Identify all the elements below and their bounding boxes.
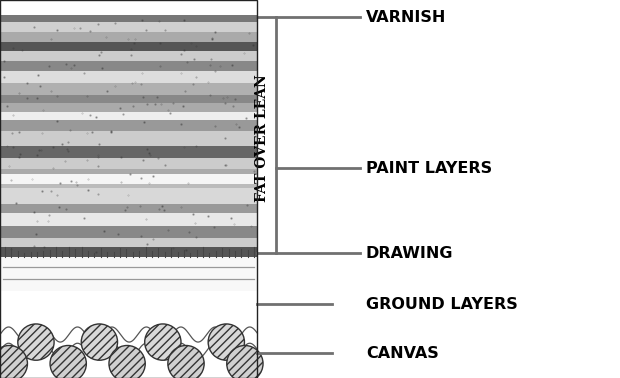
Bar [0,146,257,158]
Bar [0,0,257,378]
Bar [0,51,257,61]
Bar [0,95,257,104]
Bar [0,15,257,257]
Bar [0,15,257,22]
Text: FAT OVER LEAN: FAT OVER LEAN [255,74,269,202]
Ellipse shape [109,345,145,378]
Bar [0,112,257,120]
Text: PAINT LAYERS: PAINT LAYERS [366,161,492,176]
Bar [0,71,257,83]
Text: DRAWING: DRAWING [366,246,453,261]
Text: GROUND LAYERS: GROUND LAYERS [366,297,518,312]
Bar [0,158,257,169]
Bar [0,204,257,214]
Bar [0,257,257,291]
Bar [0,184,257,188]
Ellipse shape [227,345,263,378]
Bar [0,83,257,95]
Bar [0,226,257,238]
Ellipse shape [81,324,118,360]
Bar [0,238,257,247]
Bar [0,291,257,378]
Bar [0,131,257,146]
Ellipse shape [168,345,204,378]
Ellipse shape [144,324,181,360]
Ellipse shape [208,324,244,360]
Text: VARNISH: VARNISH [366,9,446,25]
Bar [0,247,257,257]
Bar [0,42,257,51]
Ellipse shape [18,324,54,360]
Bar [0,22,257,32]
Bar [0,214,257,226]
Ellipse shape [50,345,86,378]
Text: CANVAS: CANVAS [366,346,438,361]
Ellipse shape [0,345,27,378]
Bar [0,169,257,174]
Bar [0,120,257,131]
Bar [0,32,257,42]
Bar [0,174,257,184]
Bar [0,104,257,112]
Bar [0,188,257,204]
Bar [0,61,257,71]
